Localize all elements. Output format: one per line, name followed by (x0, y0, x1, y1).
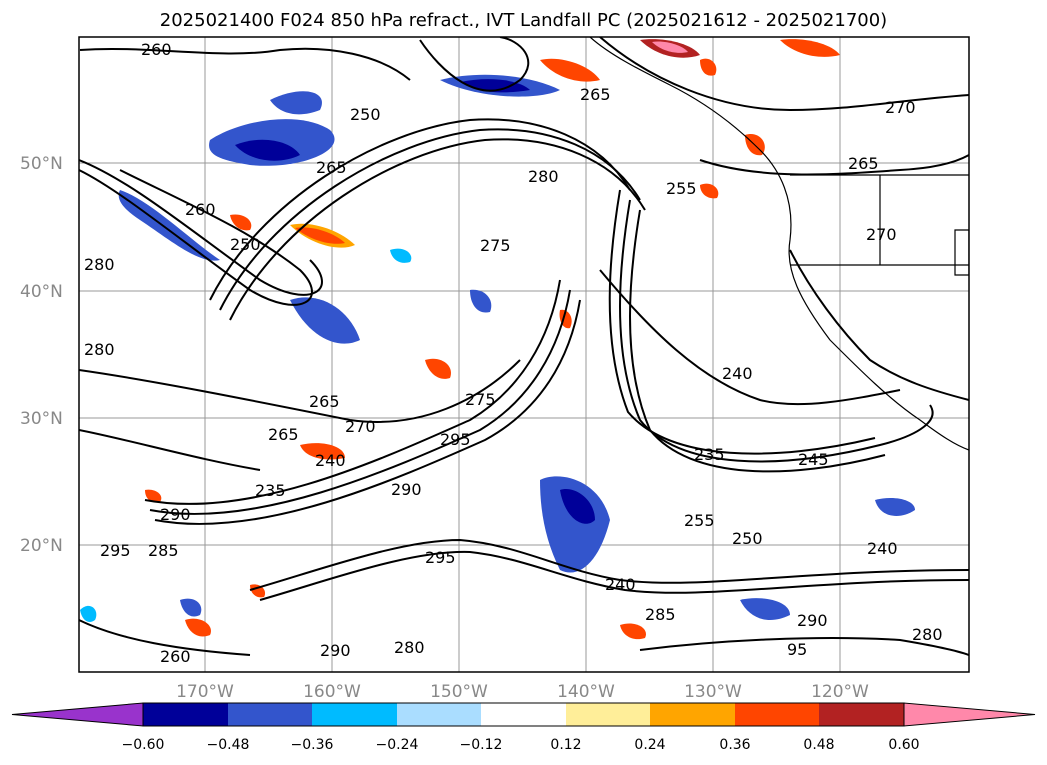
contour-label: 240 (605, 575, 636, 594)
contour-label: 290 (320, 641, 351, 660)
colorbar-segment (312, 703, 397, 726)
lat-labels: 50°N 40°N 30°N 20°N (20, 154, 63, 556)
map-area (79, 37, 969, 672)
lat-label: 50°N (20, 154, 63, 174)
contour-label: 240 (867, 539, 898, 558)
colorbar-segment (397, 703, 481, 726)
colorbar-tick-label: −0.48 (207, 737, 250, 753)
contour-label: 95 (787, 640, 807, 659)
colorbar-tick-label: −0.24 (376, 737, 419, 753)
contour-label: 235 (694, 445, 725, 464)
contour-label: 275 (480, 236, 511, 255)
colorbar-segment (735, 703, 819, 726)
coastlines (589, 37, 969, 451)
contour-label: 285 (148, 541, 179, 560)
colorbar-tick-label: 0.60 (888, 737, 919, 753)
map-title: 2025021400 F024 850 hPa refract., IVT La… (159, 10, 888, 31)
lon-labels: 170°W 160°W 150°W 140°W 130°W 120°W (176, 682, 869, 702)
contour-label: 245 (798, 450, 829, 469)
contour-label: 270 (866, 225, 897, 244)
contour-label: 250 (230, 235, 261, 254)
lon-label: 130°W (684, 682, 742, 702)
colorbar-outline (142, 702, 905, 727)
contour-label: 280 (394, 638, 425, 657)
colorbar-segment (650, 703, 735, 726)
colorbar-segment (143, 703, 228, 726)
map-frame (78, 36, 970, 673)
lat-label: 20°N (20, 536, 63, 556)
contour-label: 280 (84, 340, 115, 359)
contour-label: 265 (268, 425, 299, 444)
contour-label: 280 (528, 167, 559, 186)
contour-label: 275 (465, 390, 496, 409)
contour-label: 280 (84, 255, 115, 274)
contour-label: 250 (350, 105, 381, 124)
contour-label: 290 (160, 505, 191, 524)
contour-label: 265 (309, 392, 340, 411)
colorbar: −0.60 −0.48 −0.36 −0.24 −0.12 0.12 0.24 … (11, 702, 1036, 753)
contour-label: 235 (255, 481, 286, 500)
negative-shading (80, 74, 915, 622)
contour-label: 250 (732, 529, 763, 548)
lon-label: 170°W (176, 682, 234, 702)
contour-label: 270 (345, 417, 376, 436)
contour-label: 240 (722, 364, 753, 383)
colorbar-tick-label: 0.24 (634, 737, 665, 753)
colorbar-segment (11, 702, 144, 727)
contour-label: 265 (580, 85, 611, 104)
contour-label: 295 (425, 548, 456, 567)
colorbar-tick-label: −0.60 (122, 737, 165, 753)
lon-label: 150°W (430, 682, 488, 702)
colorbar-tick-label: −0.36 (291, 737, 334, 753)
contour-label: 265 (848, 154, 879, 173)
contour-label: 255 (666, 179, 697, 198)
contour-label: 270 (885, 98, 916, 117)
contour-label: 260 (141, 40, 172, 59)
colorbar-tick-label: 0.36 (719, 737, 750, 753)
contour-label: 285 (645, 605, 676, 624)
colorbar-segment (228, 703, 312, 726)
contour-label: 260 (160, 647, 191, 666)
contour-label: 295 (440, 430, 471, 449)
contour-label: 260 (185, 200, 216, 219)
positive-shading (145, 39, 840, 640)
contour-label: 240 (315, 451, 346, 470)
colorbar-tick-label: 0.48 (803, 737, 834, 753)
colorbar-segment (819, 703, 904, 726)
lon-label: 160°W (303, 682, 361, 702)
lat-label: 30°N (20, 409, 63, 429)
map-content (79, 37, 969, 672)
contour-label-group: 260 250 265 280 255 265 270 275 265 260 … (84, 40, 943, 666)
gridlines (79, 37, 969, 672)
contour-label: 280 (912, 625, 943, 644)
contour-label: 265 (316, 158, 347, 177)
colorbar-segment (481, 703, 566, 726)
contour-label: 255 (684, 511, 715, 530)
contour-label: 290 (797, 611, 828, 630)
colorbar-tick-label: −0.12 (460, 737, 503, 753)
lon-label: 140°W (557, 682, 615, 702)
colorbar-segment (903, 702, 1036, 727)
contour-lines (79, 37, 969, 656)
lon-label: 120°W (811, 682, 869, 702)
colorbar-segment (566, 703, 650, 726)
colorbar-tick-label: 0.12 (550, 737, 581, 753)
contour-label: 295 (100, 541, 131, 560)
lat-label: 40°N (20, 282, 63, 302)
contour-label: 290 (391, 480, 422, 499)
